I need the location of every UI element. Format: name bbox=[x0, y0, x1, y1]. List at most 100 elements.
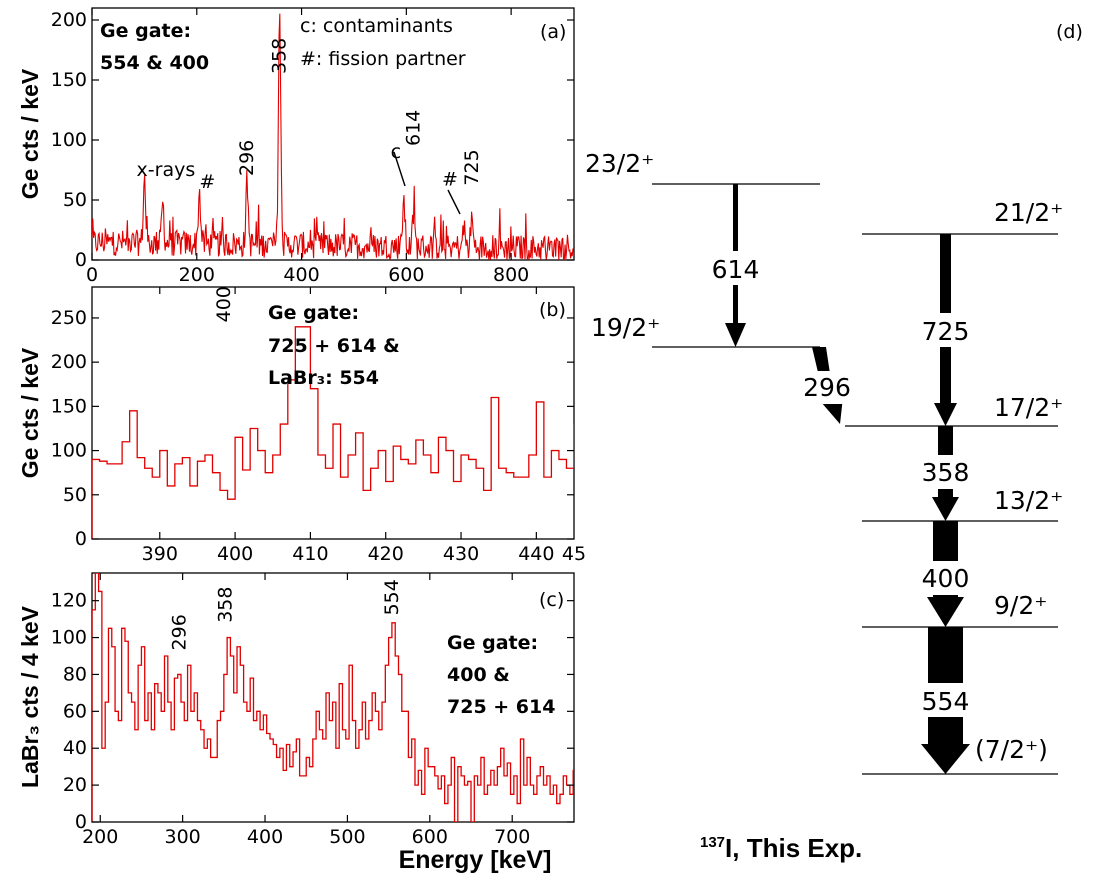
panel-a-gate-line-1: Ge gate: bbox=[100, 20, 191, 42]
y-tick-label: 100 bbox=[51, 440, 87, 462]
y-tick-label: 40 bbox=[63, 737, 87, 759]
panel-a-gate-line-2: 554 & 400 bbox=[100, 52, 209, 74]
transition-725-label: 725 bbox=[922, 317, 970, 346]
panel-a-legend-fission: #: fission partner bbox=[300, 48, 466, 70]
y-tick-label: 100 bbox=[51, 129, 87, 151]
transition-400-label-bg bbox=[908, 561, 984, 595]
y-tick-label: 20 bbox=[63, 774, 87, 796]
annotation-pointer-c bbox=[393, 151, 406, 187]
peak-annotation: # bbox=[199, 171, 215, 193]
x-tick-label: 600 bbox=[412, 826, 448, 848]
panel-d-label: (d) bbox=[1056, 21, 1083, 43]
x-tick-label: 410 bbox=[292, 543, 328, 565]
y-tick-label: 200 bbox=[51, 9, 87, 31]
panel-a: 0 200 400 600 800 0 50 100 150 200 Ge cts / keV G… bbox=[17, 7, 575, 286]
panel-b-label: (b) bbox=[539, 299, 566, 321]
panel-b-gate-line-2: 725 + 614 & bbox=[268, 335, 400, 357]
x-tick-label: 200 bbox=[179, 264, 215, 286]
peak-annotation: 614 bbox=[403, 110, 425, 146]
panel-c: 200 300 400 500 600 700 0 20 40 60 80 100 120 LaBr₃ … bbox=[17, 572, 575, 874]
panel-c-ylabel: LaBr₃ cts / 4 keV bbox=[17, 605, 43, 788]
spectrum-line bbox=[92, 13, 574, 260]
x-tick-label: 430 bbox=[443, 543, 479, 565]
level-label-9-2: 9/2⁺ bbox=[994, 591, 1047, 620]
y-tick-label: 200 bbox=[51, 351, 87, 373]
x-tick-label: 800 bbox=[493, 264, 529, 286]
y-tick-label: 50 bbox=[63, 484, 87, 506]
y-tick-label: 120 bbox=[51, 590, 87, 612]
y-tick-label: 100 bbox=[51, 627, 87, 649]
x-tick-label: 400 bbox=[247, 826, 283, 848]
panel-c-gate-line-2: 400 & bbox=[447, 664, 510, 686]
x-tick-label: 45 bbox=[562, 543, 586, 565]
transition-358-label-bg bbox=[908, 455, 984, 489]
level-label-21-2: 21/2⁺ bbox=[994, 198, 1063, 227]
transition-614-label: 614 bbox=[712, 255, 760, 284]
level-label-23-2: 23/2⁺ bbox=[585, 149, 654, 178]
peak-annotation: 296 bbox=[236, 140, 258, 176]
panel-a-ylabel: Ge cts / keV bbox=[17, 68, 43, 199]
peak-annotation: 296 bbox=[168, 614, 190, 650]
x-tick-label: 200 bbox=[82, 826, 118, 848]
panel-c-gate-line-1: Ge gate: bbox=[447, 632, 538, 654]
transition-358-label: 358 bbox=[922, 458, 970, 487]
transition-614-label-bg bbox=[700, 251, 770, 285]
spectrum-histogram bbox=[92, 326, 574, 539]
annotation-pointer-hash bbox=[447, 189, 461, 215]
level-scheme: (d) 23/2⁺ 21/2⁺ 19/2⁺ 17/2⁺ 13/2⁺ 9/2⁺ (… bbox=[585, 21, 1083, 863]
panel-a-label: (a) bbox=[540, 21, 566, 43]
level-label-17-2: 17/2⁺ bbox=[994, 393, 1063, 422]
transition-554-label: 554 bbox=[922, 687, 970, 716]
y-tick-label: 250 bbox=[51, 307, 87, 329]
x-tick-label: 400 bbox=[217, 543, 253, 565]
peak-annotation: # bbox=[442, 169, 458, 191]
panel-b-gate-line-1: Ge gate: bbox=[268, 302, 359, 324]
x-tick-label: 420 bbox=[368, 543, 404, 565]
panel-b-gate-line-3: LaBr₃: 554 bbox=[268, 367, 379, 389]
peak-annotation: 554 bbox=[381, 579, 403, 615]
spectrum-histogram bbox=[92, 573, 574, 822]
caption-text: I, This Exp. bbox=[725, 833, 862, 863]
x-tick-label: 400 bbox=[283, 264, 319, 286]
caption-mass-number: 137 bbox=[700, 834, 725, 851]
transition-554-label-bg bbox=[908, 683, 984, 717]
y-tick-label: 150 bbox=[51, 395, 87, 417]
y-tick-label: 0 bbox=[75, 249, 87, 271]
panel-c-gate-line-3: 725 + 614 bbox=[447, 696, 555, 718]
y-tick-label: 60 bbox=[63, 700, 87, 722]
level-label-19-2: 19/2⁺ bbox=[591, 313, 660, 342]
panel-c-xlabel: Energy [keV] bbox=[399, 846, 552, 874]
y-tick-label: 80 bbox=[63, 663, 87, 685]
x-tick-label: 440 bbox=[518, 543, 554, 565]
level-scheme-caption: 137I, This Exp. bbox=[700, 833, 862, 863]
transition-296-label: 296 bbox=[803, 373, 851, 402]
y-tick-label: 150 bbox=[51, 69, 87, 91]
peak-annotation: 400 bbox=[213, 286, 235, 322]
level-label-13-2: 13/2⁺ bbox=[994, 486, 1063, 515]
x-tick-label: 700 bbox=[494, 826, 530, 848]
peak-annotation: 725 bbox=[461, 149, 483, 185]
panel-a-frame bbox=[91, 7, 575, 261]
y-tick-label: 0 bbox=[75, 811, 87, 833]
x-tick-label: 0 bbox=[86, 264, 98, 286]
x-tick-label: 600 bbox=[388, 264, 424, 286]
peak-annotation: 358 bbox=[214, 587, 236, 623]
x-tick-label: 500 bbox=[329, 826, 365, 848]
level-label-7-2: (7/2⁺) bbox=[975, 735, 1048, 764]
x-tick-label: 300 bbox=[164, 826, 200, 848]
panel-a-legend-contaminants: c: contaminants bbox=[300, 15, 453, 37]
peak-annotation: c bbox=[391, 141, 401, 163]
transition-400-label: 400 bbox=[922, 564, 970, 593]
transition-725-label-bg bbox=[908, 313, 984, 347]
peak-annotation: x-rays bbox=[137, 159, 196, 181]
peak-annotation: 358 bbox=[269, 38, 291, 74]
panel-c-label: (c) bbox=[539, 589, 564, 611]
panel-b-frame bbox=[91, 286, 575, 540]
y-tick-label: 0 bbox=[75, 528, 87, 550]
x-tick-label: 390 bbox=[142, 543, 178, 565]
y-tick-label: 50 bbox=[63, 189, 87, 211]
transition-296-label-bg bbox=[793, 371, 861, 404]
panel-b-ylabel: Ge cts / keV bbox=[17, 347, 43, 478]
